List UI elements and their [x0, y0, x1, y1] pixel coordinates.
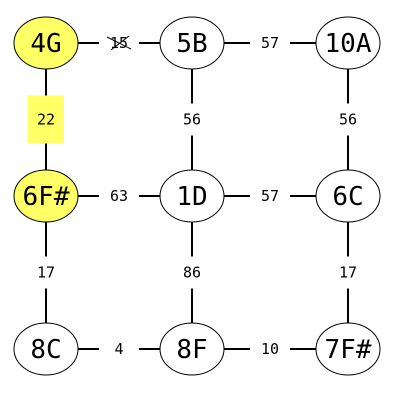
node-7f-sharp-label: 7F# — [325, 335, 372, 365]
node-8f-label: 8F — [176, 335, 207, 365]
node-6f-sharp-label: 6F# — [23, 182, 70, 212]
node-4g-shape — [13, 16, 79, 70]
edge-4g-5b-strike-mark — [106, 36, 132, 50]
edge-1d-8f-weight: 86 — [183, 264, 201, 282]
edge-6f-sharp-1d-weight: 63 — [110, 187, 128, 205]
edge-4g-6f-sharp-weight: 22 — [37, 111, 55, 129]
node-6f-sharp-shape — [13, 169, 79, 223]
node-6f-sharp[interactable]: 6F# — [13, 169, 79, 223]
edge-4g-6f-sharp-highlight — [28, 95, 64, 144]
node-10a[interactable]: 10A — [315, 16, 381, 70]
node-4g[interactable]: 4G — [13, 16, 79, 70]
edge-5b-10a-weight: 57 — [261, 34, 279, 52]
weight-labels-layer: 15572256566357178617410 — [28, 34, 357, 358]
edge-5b-1d-weight: 56 — [183, 111, 201, 129]
node-1d-label: 1D — [176, 182, 207, 212]
node-4g-label: 4G — [30, 29, 61, 59]
node-10a-shape — [315, 16, 381, 70]
node-7f-sharp-shape — [315, 322, 381, 376]
node-5b[interactable]: 5B — [159, 16, 225, 70]
node-8c-shape — [13, 322, 79, 376]
node-1d-shape — [159, 169, 225, 223]
node-10a-label: 10A — [325, 29, 372, 59]
node-6c[interactable]: 6C — [315, 169, 381, 223]
node-6c-shape — [315, 169, 381, 223]
node-1d[interactable]: 1D — [159, 169, 225, 223]
edge-4g-5b-strike-mark — [110, 35, 130, 51]
nodes-layer: 4G 5B 10A 6F# 1D 6C 8C 8F 7F# — [13, 16, 381, 376]
node-8c-label: 8C — [30, 335, 61, 365]
edge-1d-6c-weight: 57 — [261, 187, 279, 205]
edge-8c-8f-weight: 4 — [114, 340, 123, 358]
edge-8f-7f-sharp-weight: 10 — [261, 340, 279, 358]
edge-6c-7f-sharp-weight: 17 — [339, 264, 357, 282]
node-8c[interactable]: 8C — [13, 322, 79, 376]
node-7f-sharp[interactable]: 7F# — [315, 322, 381, 376]
node-6c-label: 6C — [332, 182, 363, 212]
node-8f-shape — [159, 322, 225, 376]
edge-6f-sharp-8c-weight: 17 — [37, 264, 55, 282]
node-8f[interactable]: 8F — [159, 322, 225, 376]
node-5b-shape — [159, 16, 225, 70]
node-5b-label: 5B — [176, 29, 207, 59]
edge-10a-6c-weight: 56 — [339, 111, 357, 129]
